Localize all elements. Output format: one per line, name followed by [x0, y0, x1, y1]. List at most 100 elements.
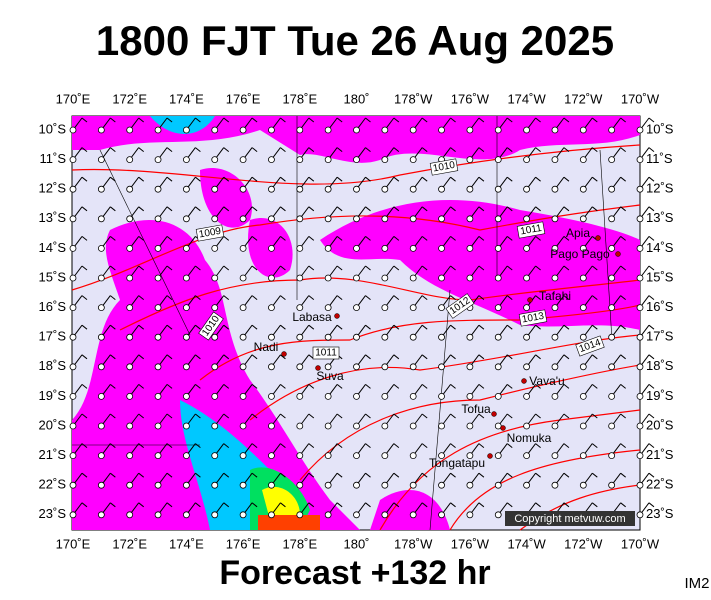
station	[324, 452, 332, 460]
station	[551, 452, 559, 460]
station	[154, 422, 162, 430]
wind-barb	[336, 502, 343, 508]
station	[551, 481, 559, 489]
station	[296, 333, 304, 341]
station	[523, 392, 530, 400]
wind-barb	[591, 413, 598, 419]
wind-barb	[506, 324, 513, 330]
station	[239, 274, 247, 282]
station	[211, 481, 219, 489]
wind-barb	[535, 472, 541, 478]
wind-barb	[648, 384, 655, 389]
wind-barb	[195, 472, 201, 478]
station	[268, 333, 275, 341]
place-dot	[595, 235, 601, 241]
wind-barb	[336, 384, 343, 389]
wind-barb	[591, 206, 598, 212]
wind-barb	[478, 384, 485, 389]
station	[494, 244, 502, 252]
wind-barb	[648, 265, 655, 271]
station	[69, 422, 77, 430]
station	[239, 363, 247, 371]
station	[97, 392, 105, 400]
lon-label: 176˚W	[451, 91, 490, 106]
lat-label: 18˚S	[39, 358, 67, 373]
station	[494, 215, 502, 223]
station	[211, 185, 219, 193]
wind-barb	[648, 117, 655, 123]
wind-barb	[336, 295, 343, 300]
station	[268, 392, 275, 400]
isobar-label-box	[516, 221, 546, 239]
station	[296, 244, 304, 252]
lat-label: 21˚S	[646, 447, 674, 462]
wind-barb	[620, 176, 626, 182]
station	[239, 126, 247, 134]
wind-barb	[280, 147, 286, 152]
station	[296, 481, 304, 489]
station	[353, 422, 360, 430]
wind-barb	[450, 236, 456, 241]
station	[409, 126, 417, 134]
wind-barb	[336, 413, 343, 419]
wind-barb	[563, 324, 570, 330]
station	[551, 215, 559, 223]
station	[381, 156, 389, 164]
wind-barb	[138, 472, 145, 478]
station	[211, 126, 219, 134]
station	[268, 274, 275, 282]
lon-label: 170˚E	[56, 91, 91, 106]
station	[211, 452, 219, 460]
station	[353, 363, 360, 371]
station	[494, 304, 502, 312]
station	[551, 244, 559, 252]
lat-label: 19˚S	[39, 388, 67, 403]
lon-label: 172˚W	[564, 91, 603, 106]
wind-barb	[280, 206, 286, 212]
place-name: Nadi	[254, 340, 279, 354]
wind-barb	[478, 295, 485, 300]
wind-barb	[506, 413, 513, 419]
wind-barb	[223, 384, 230, 389]
wind-barb	[648, 295, 655, 300]
wind-barb	[393, 236, 400, 241]
station	[381, 185, 389, 193]
station	[466, 363, 474, 371]
isobar-value: 1009	[198, 226, 222, 241]
station	[154, 511, 162, 519]
wind-barb	[336, 443, 343, 448]
station	[523, 215, 530, 223]
wind-barb	[110, 384, 116, 389]
place-dot	[281, 351, 287, 357]
lon-label: 170˚W	[621, 91, 660, 106]
wind-barb	[336, 176, 343, 182]
wind-barb	[365, 236, 371, 241]
wind-barb	[506, 147, 513, 152]
station	[636, 215, 644, 223]
wind-barb	[450, 413, 456, 419]
wind-barb	[450, 354, 456, 360]
station	[381, 274, 389, 282]
station	[268, 215, 275, 223]
wind-barb	[223, 354, 230, 360]
wind-barb	[648, 206, 655, 212]
station	[211, 392, 219, 400]
wind-barb	[110, 443, 116, 448]
station	[69, 156, 77, 164]
station	[126, 274, 134, 282]
isobar-label-box	[195, 224, 225, 242]
wind-barb	[393, 265, 400, 271]
wind-stations	[69, 117, 655, 519]
station	[324, 215, 332, 223]
isobar-label-box	[312, 346, 340, 360]
wind-barb	[506, 265, 513, 271]
wind-barb	[648, 413, 655, 419]
station	[466, 392, 474, 400]
wind-barb	[251, 472, 258, 478]
station	[523, 126, 530, 134]
station	[211, 333, 219, 341]
wind-barb	[478, 265, 485, 271]
station	[353, 215, 360, 223]
station	[353, 481, 360, 489]
station	[69, 215, 77, 223]
